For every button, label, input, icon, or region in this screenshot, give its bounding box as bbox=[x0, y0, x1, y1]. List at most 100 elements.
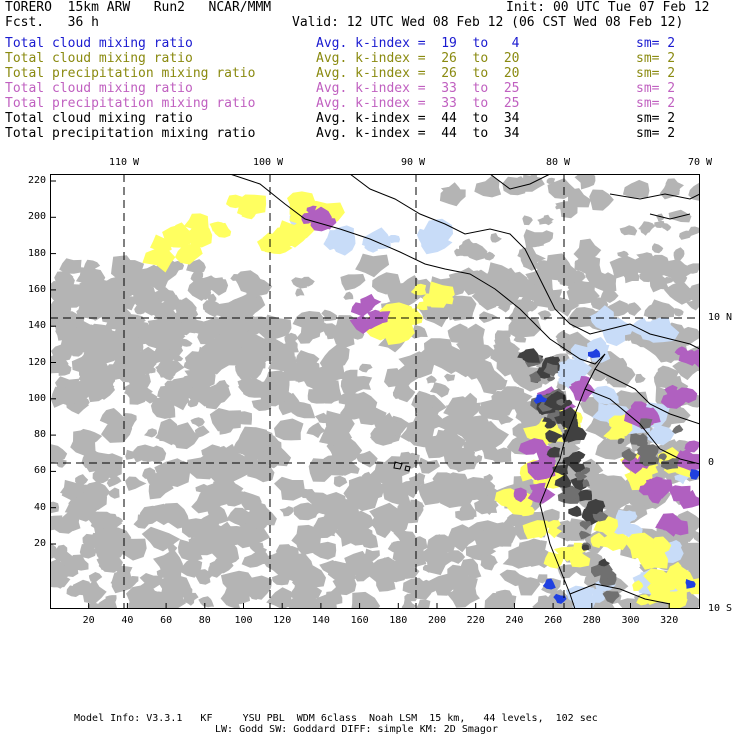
grey-cloud-cell bbox=[127, 355, 149, 371]
grey-cloud-cell bbox=[660, 305, 667, 312]
cloud-field-dark bbox=[517, 348, 684, 604]
grey-cloud-cell bbox=[395, 382, 416, 403]
grey-cloud-cell bbox=[445, 550, 466, 564]
grey-cloud-cell bbox=[338, 392, 363, 407]
grey-cloud-cell bbox=[342, 510, 375, 535]
map-panel bbox=[50, 174, 700, 609]
legend-field-6: Total precipitation mixing ratio bbox=[5, 126, 256, 141]
grey-cloud-cell bbox=[195, 569, 212, 585]
grey-cloud-cell bbox=[142, 446, 165, 463]
grey-cloud-cell bbox=[453, 453, 477, 473]
grey-cloud-cell bbox=[444, 373, 456, 382]
grey-cloud-cell bbox=[161, 332, 188, 351]
grey-cloud-cell bbox=[77, 428, 103, 446]
grey-cloud-cell bbox=[670, 272, 688, 285]
grey-cloud-cell bbox=[663, 280, 698, 305]
grey-cloud-cell bbox=[82, 481, 110, 502]
yellow-precip-cell bbox=[211, 222, 232, 238]
grey-cloud-cell bbox=[481, 554, 497, 566]
dark-cloud-cell bbox=[574, 471, 588, 481]
grey-cloud-cell bbox=[173, 354, 184, 362]
coastlines bbox=[229, 174, 700, 609]
grey-cloud-cell bbox=[123, 270, 156, 293]
legend-index-4: Avg. k-index = 33 to 25 bbox=[316, 96, 520, 111]
grey-cloud-cell bbox=[79, 326, 95, 340]
grey-cloud-cell bbox=[471, 431, 487, 445]
grey-cloud-cell bbox=[50, 443, 68, 463]
grey-cloud-cell bbox=[498, 301, 511, 313]
grey-cloud-cell bbox=[194, 425, 210, 438]
top-longitude-label: 80 W bbox=[545, 157, 571, 168]
top-longitude-label: 70 W bbox=[687, 157, 713, 168]
yellow-precip-cell bbox=[435, 290, 454, 305]
coastline-10 bbox=[393, 461, 403, 470]
grey-cloud-cell bbox=[490, 347, 512, 365]
dark-cloud-cell bbox=[661, 458, 680, 470]
grey-cloud-cell bbox=[239, 356, 251, 365]
top-longitude-label: 110 W bbox=[108, 157, 140, 168]
yellow-precip-cell bbox=[391, 311, 408, 322]
bottom-grid-label: 320 bbox=[660, 615, 679, 626]
magenta-cell bbox=[529, 482, 546, 494]
grey-cloud-cell bbox=[230, 274, 242, 281]
dark-cloud-cell bbox=[603, 570, 617, 579]
dark-cloud-cell bbox=[564, 399, 573, 407]
bottom-grid-label: 260 bbox=[544, 615, 563, 626]
grey-cloud-cell bbox=[156, 359, 185, 377]
grey-cloud-cell bbox=[351, 376, 373, 393]
grey-cloud-cell bbox=[190, 271, 204, 282]
grey-cloud-cell bbox=[291, 277, 308, 289]
grey-cloud-cell bbox=[409, 472, 426, 485]
magenta-cell bbox=[360, 293, 382, 310]
grey-cloud-cell bbox=[167, 430, 188, 445]
grey-cloud-cell bbox=[355, 253, 390, 278]
grey-cloud-cell bbox=[115, 565, 133, 579]
grey-cloud-cell bbox=[639, 270, 654, 283]
grey-cloud-cell bbox=[220, 413, 237, 428]
grey-cloud-cell bbox=[234, 336, 245, 346]
grey-cloud-cell bbox=[78, 295, 105, 321]
blue-cell bbox=[689, 469, 700, 480]
legend-field-1: Total cloud mixing ratio bbox=[5, 51, 193, 66]
grey-cloud-cell bbox=[479, 311, 498, 323]
legend-sm-2: sm= 2 bbox=[636, 66, 676, 81]
grey-cloud-cell bbox=[230, 584, 242, 594]
grey-cloud-cell bbox=[546, 177, 556, 184]
grey-cloud-cell bbox=[307, 389, 329, 404]
magenta-cell bbox=[579, 376, 590, 386]
grey-cloud-cell bbox=[66, 585, 84, 597]
grey-cloud-cell bbox=[201, 444, 220, 461]
grey-cloud-cell bbox=[276, 593, 291, 607]
legend-index-3: Avg. k-index = 33 to 25 bbox=[316, 81, 520, 96]
grey-cloud-cell bbox=[370, 426, 397, 446]
legend-sm-3: sm= 2 bbox=[636, 81, 676, 96]
grey-cloud-cell bbox=[339, 461, 360, 476]
bottom-grid-label: 60 bbox=[160, 615, 173, 626]
magenta-cell bbox=[655, 513, 685, 537]
yellow-precip-cell bbox=[226, 194, 245, 209]
dark-cloud-cell bbox=[554, 473, 572, 489]
grey-cloud-cell bbox=[91, 325, 110, 341]
grey-cloud-cell bbox=[141, 526, 181, 552]
grey-cloud-cell bbox=[274, 476, 305, 501]
grey-cloud-cell bbox=[142, 467, 156, 479]
valid-time: Valid: 12 UTC Wed 08 Feb 12 (06 CST Wed … bbox=[292, 15, 684, 30]
grey-cloud-cell bbox=[183, 591, 199, 605]
grey-cloud-cell bbox=[125, 476, 147, 491]
grey-cloud-cell bbox=[253, 545, 267, 555]
grey-cloud-cell bbox=[685, 298, 700, 311]
dark-cloud-cell bbox=[520, 348, 540, 363]
dark-cloud-cell bbox=[581, 544, 590, 551]
grey-cloud-cell bbox=[382, 480, 411, 505]
grey-cloud-cell bbox=[358, 363, 373, 373]
grey-cloud-cell bbox=[600, 288, 619, 303]
grey-cloud-cell bbox=[474, 175, 502, 198]
grey-cloud-cell bbox=[490, 232, 502, 243]
grey-cloud-cell bbox=[69, 554, 89, 571]
grey-cloud-cell bbox=[429, 382, 450, 398]
grey-cloud-cell bbox=[106, 474, 122, 488]
grey-cloud-cell bbox=[75, 474, 89, 486]
grey-cloud-cell bbox=[284, 332, 299, 344]
grey-cloud-cell bbox=[384, 368, 409, 388]
